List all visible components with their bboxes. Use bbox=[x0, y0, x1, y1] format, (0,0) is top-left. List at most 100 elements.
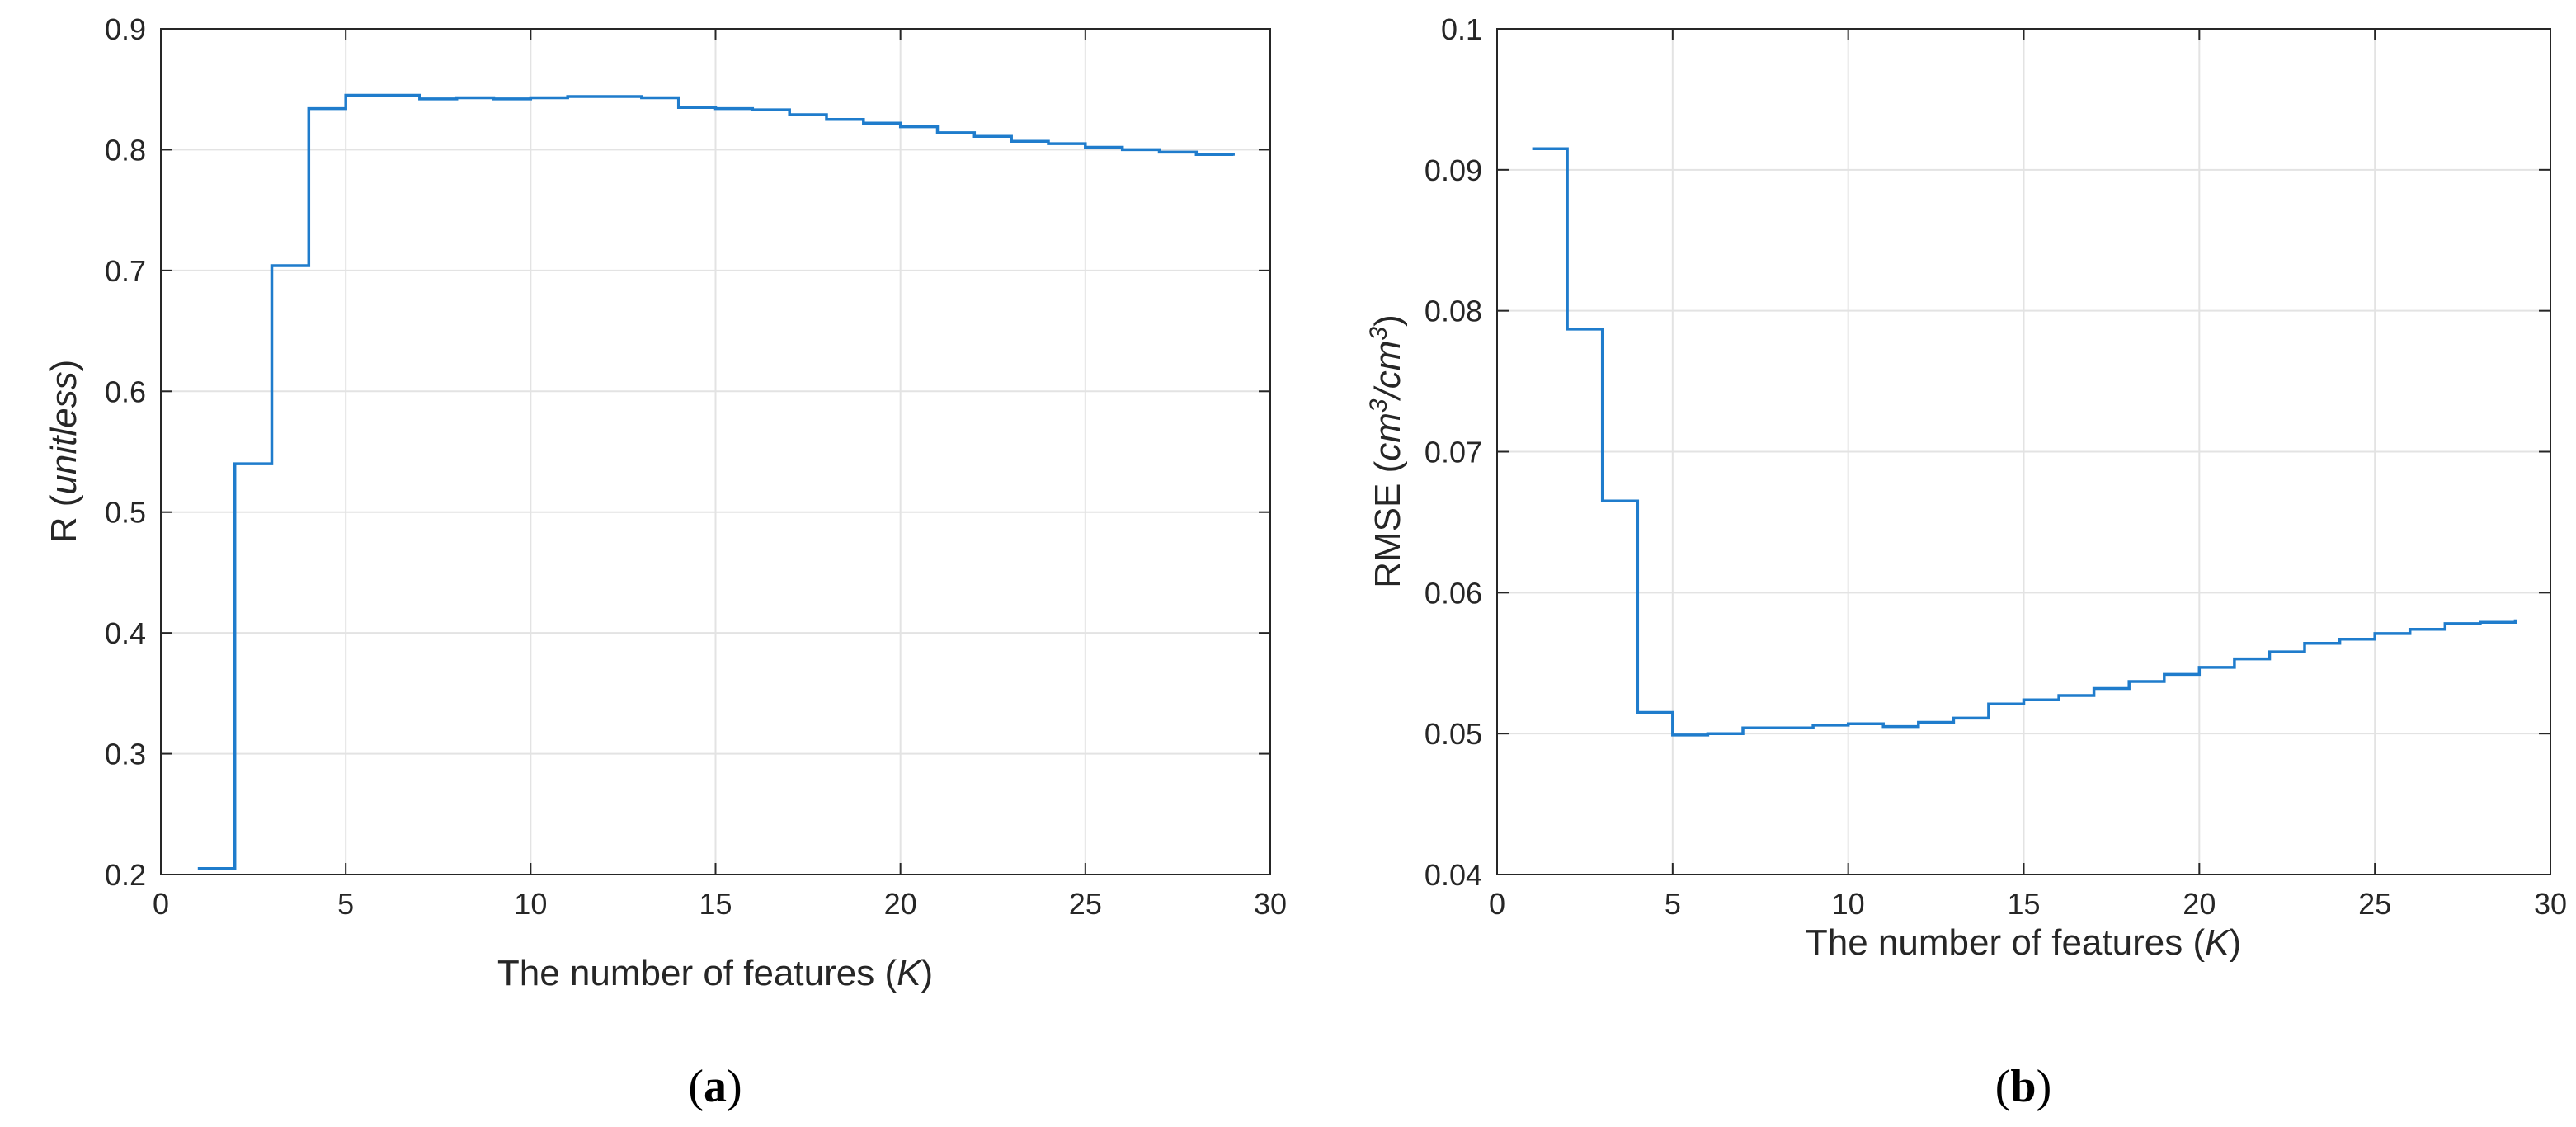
x-tick-label: 20 bbox=[884, 887, 917, 921]
panel-label-a: (a) bbox=[688, 1061, 742, 1112]
data-point bbox=[2477, 619, 2484, 625]
y-axis-label-b: RMSE (cm3/cm3) bbox=[1365, 314, 1409, 588]
panel-a-background bbox=[0, 0, 1287, 1127]
data-point bbox=[601, 93, 608, 100]
data-point bbox=[269, 262, 275, 269]
x-tick-labels-a: 0 5 10 15 20 25 30 bbox=[153, 887, 1287, 921]
data-point bbox=[823, 116, 830, 123]
data-point bbox=[749, 106, 756, 113]
y-tick-label: 0.07 bbox=[1425, 436, 1482, 469]
data-point bbox=[2301, 640, 2308, 647]
y-tick-label: 0.08 bbox=[1425, 295, 1482, 328]
data-point bbox=[2196, 664, 2202, 671]
y-tick-label: 0.09 bbox=[1425, 153, 1482, 187]
ticks-a bbox=[160, 28, 1271, 875]
step-series-line bbox=[197, 93, 1235, 870]
data-point bbox=[786, 111, 793, 118]
data-point bbox=[1529, 145, 1536, 152]
y-tick-label: 0.7 bbox=[105, 254, 146, 288]
y-tick-label: 0.3 bbox=[105, 738, 146, 771]
data-point bbox=[1230, 153, 1236, 159]
data-point bbox=[1599, 497, 1606, 504]
data-point bbox=[1008, 138, 1015, 144]
y-tick-label: 0.04 bbox=[1425, 858, 1482, 892]
data-point bbox=[2056, 692, 2062, 699]
series-a bbox=[197, 92, 1236, 870]
x-tick-label: 20 bbox=[2183, 887, 2216, 921]
x-tick-label: 10 bbox=[1832, 887, 1865, 921]
x-tick-label: 5 bbox=[337, 887, 354, 921]
y-tick-labels-b: 0.04 0.05 0.06 0.07 0.08 0.09 0.1 bbox=[1425, 12, 1482, 892]
data-point bbox=[2266, 648, 2272, 655]
data-point bbox=[2091, 686, 2098, 692]
data-point bbox=[1740, 724, 1746, 731]
data-point bbox=[1950, 714, 1957, 721]
data-point bbox=[1775, 724, 1782, 731]
data-point bbox=[527, 94, 534, 101]
data-point bbox=[232, 460, 238, 467]
data-point bbox=[342, 92, 349, 99]
y-tick-label: 0.06 bbox=[1425, 576, 1482, 610]
ticks-b bbox=[1496, 28, 2551, 875]
data-point bbox=[2021, 696, 2027, 703]
data-point bbox=[379, 92, 386, 99]
data-point bbox=[2371, 630, 2378, 637]
x-tick-label: 0 bbox=[1489, 887, 1505, 921]
data-point bbox=[1119, 146, 1126, 153]
data-point bbox=[1193, 151, 1199, 158]
data-point bbox=[2126, 678, 2132, 685]
grid-b bbox=[1496, 28, 2551, 875]
y-tick-label: 0.4 bbox=[105, 616, 146, 650]
x-tick-label: 30 bbox=[2534, 887, 2567, 921]
y-tick-label: 0.6 bbox=[105, 375, 146, 408]
data-point bbox=[860, 120, 867, 126]
x-tick-label: 25 bbox=[1069, 887, 1102, 921]
x-axis-label-a: The number of features (K) bbox=[497, 953, 933, 993]
series-b bbox=[1529, 145, 2518, 738]
data-point bbox=[564, 93, 571, 100]
data-point bbox=[2231, 656, 2238, 663]
data-point bbox=[2161, 671, 2168, 677]
chart-panel-a: 0 5 10 15 20 25 30 0.2 0.3 0.4 0.5 0.6 0.7 0.8 0.9 Th… bbox=[0, 0, 1287, 1127]
data-point bbox=[1045, 140, 1052, 147]
data-point bbox=[2442, 620, 2448, 627]
data-point bbox=[1915, 719, 1922, 726]
data-point bbox=[1669, 732, 1676, 738]
data-point bbox=[713, 106, 719, 112]
y-tick-label: 0.1 bbox=[1441, 12, 1482, 46]
data-point bbox=[897, 124, 904, 130]
data-point bbox=[417, 96, 423, 102]
data-point bbox=[971, 133, 977, 139]
chart-panel-b: 0 5 10 15 20 25 30 0.04 0.05 0.06 0.07 0.08 0.09 0.1… bbox=[1365, 12, 2568, 1112]
data-point bbox=[1845, 720, 1852, 727]
data-point bbox=[2407, 626, 2414, 633]
panel-label-b: (b) bbox=[1995, 1061, 2051, 1112]
x-tick-labels-b: 0 5 10 15 20 25 30 bbox=[1489, 887, 2567, 921]
data-point bbox=[305, 106, 312, 112]
data-point bbox=[2337, 636, 2343, 643]
y-tick-label: 0.2 bbox=[105, 858, 146, 892]
data-point bbox=[638, 94, 645, 101]
x-axis-label-b: The number of features (K) bbox=[1806, 922, 2241, 963]
x-tick-label: 0 bbox=[153, 887, 169, 921]
data-point bbox=[676, 104, 682, 111]
data-point bbox=[1156, 149, 1163, 155]
x-tick-label: 15 bbox=[2007, 887, 2040, 921]
x-tick-label: 15 bbox=[699, 887, 732, 921]
x-tick-label: 10 bbox=[514, 887, 547, 921]
y-tick-label: 0.05 bbox=[1425, 717, 1482, 751]
y-tick-labels-a: 0.2 0.3 0.4 0.5 0.6 0.7 0.8 0.9 bbox=[105, 12, 146, 892]
data-point bbox=[1634, 710, 1641, 716]
data-point bbox=[1564, 326, 1571, 332]
y-tick-label: 0.8 bbox=[105, 133, 146, 167]
data-point bbox=[1082, 144, 1089, 151]
data-point bbox=[1880, 724, 1886, 730]
y-tick-label: 0.5 bbox=[105, 496, 146, 530]
data-point bbox=[1704, 730, 1711, 737]
y-axis-label-a: R (unitless) bbox=[44, 360, 84, 544]
x-tick-label: 25 bbox=[2358, 887, 2391, 921]
data-point bbox=[2512, 616, 2518, 623]
data-point bbox=[454, 94, 460, 101]
x-tick-label: 30 bbox=[1254, 887, 1287, 921]
